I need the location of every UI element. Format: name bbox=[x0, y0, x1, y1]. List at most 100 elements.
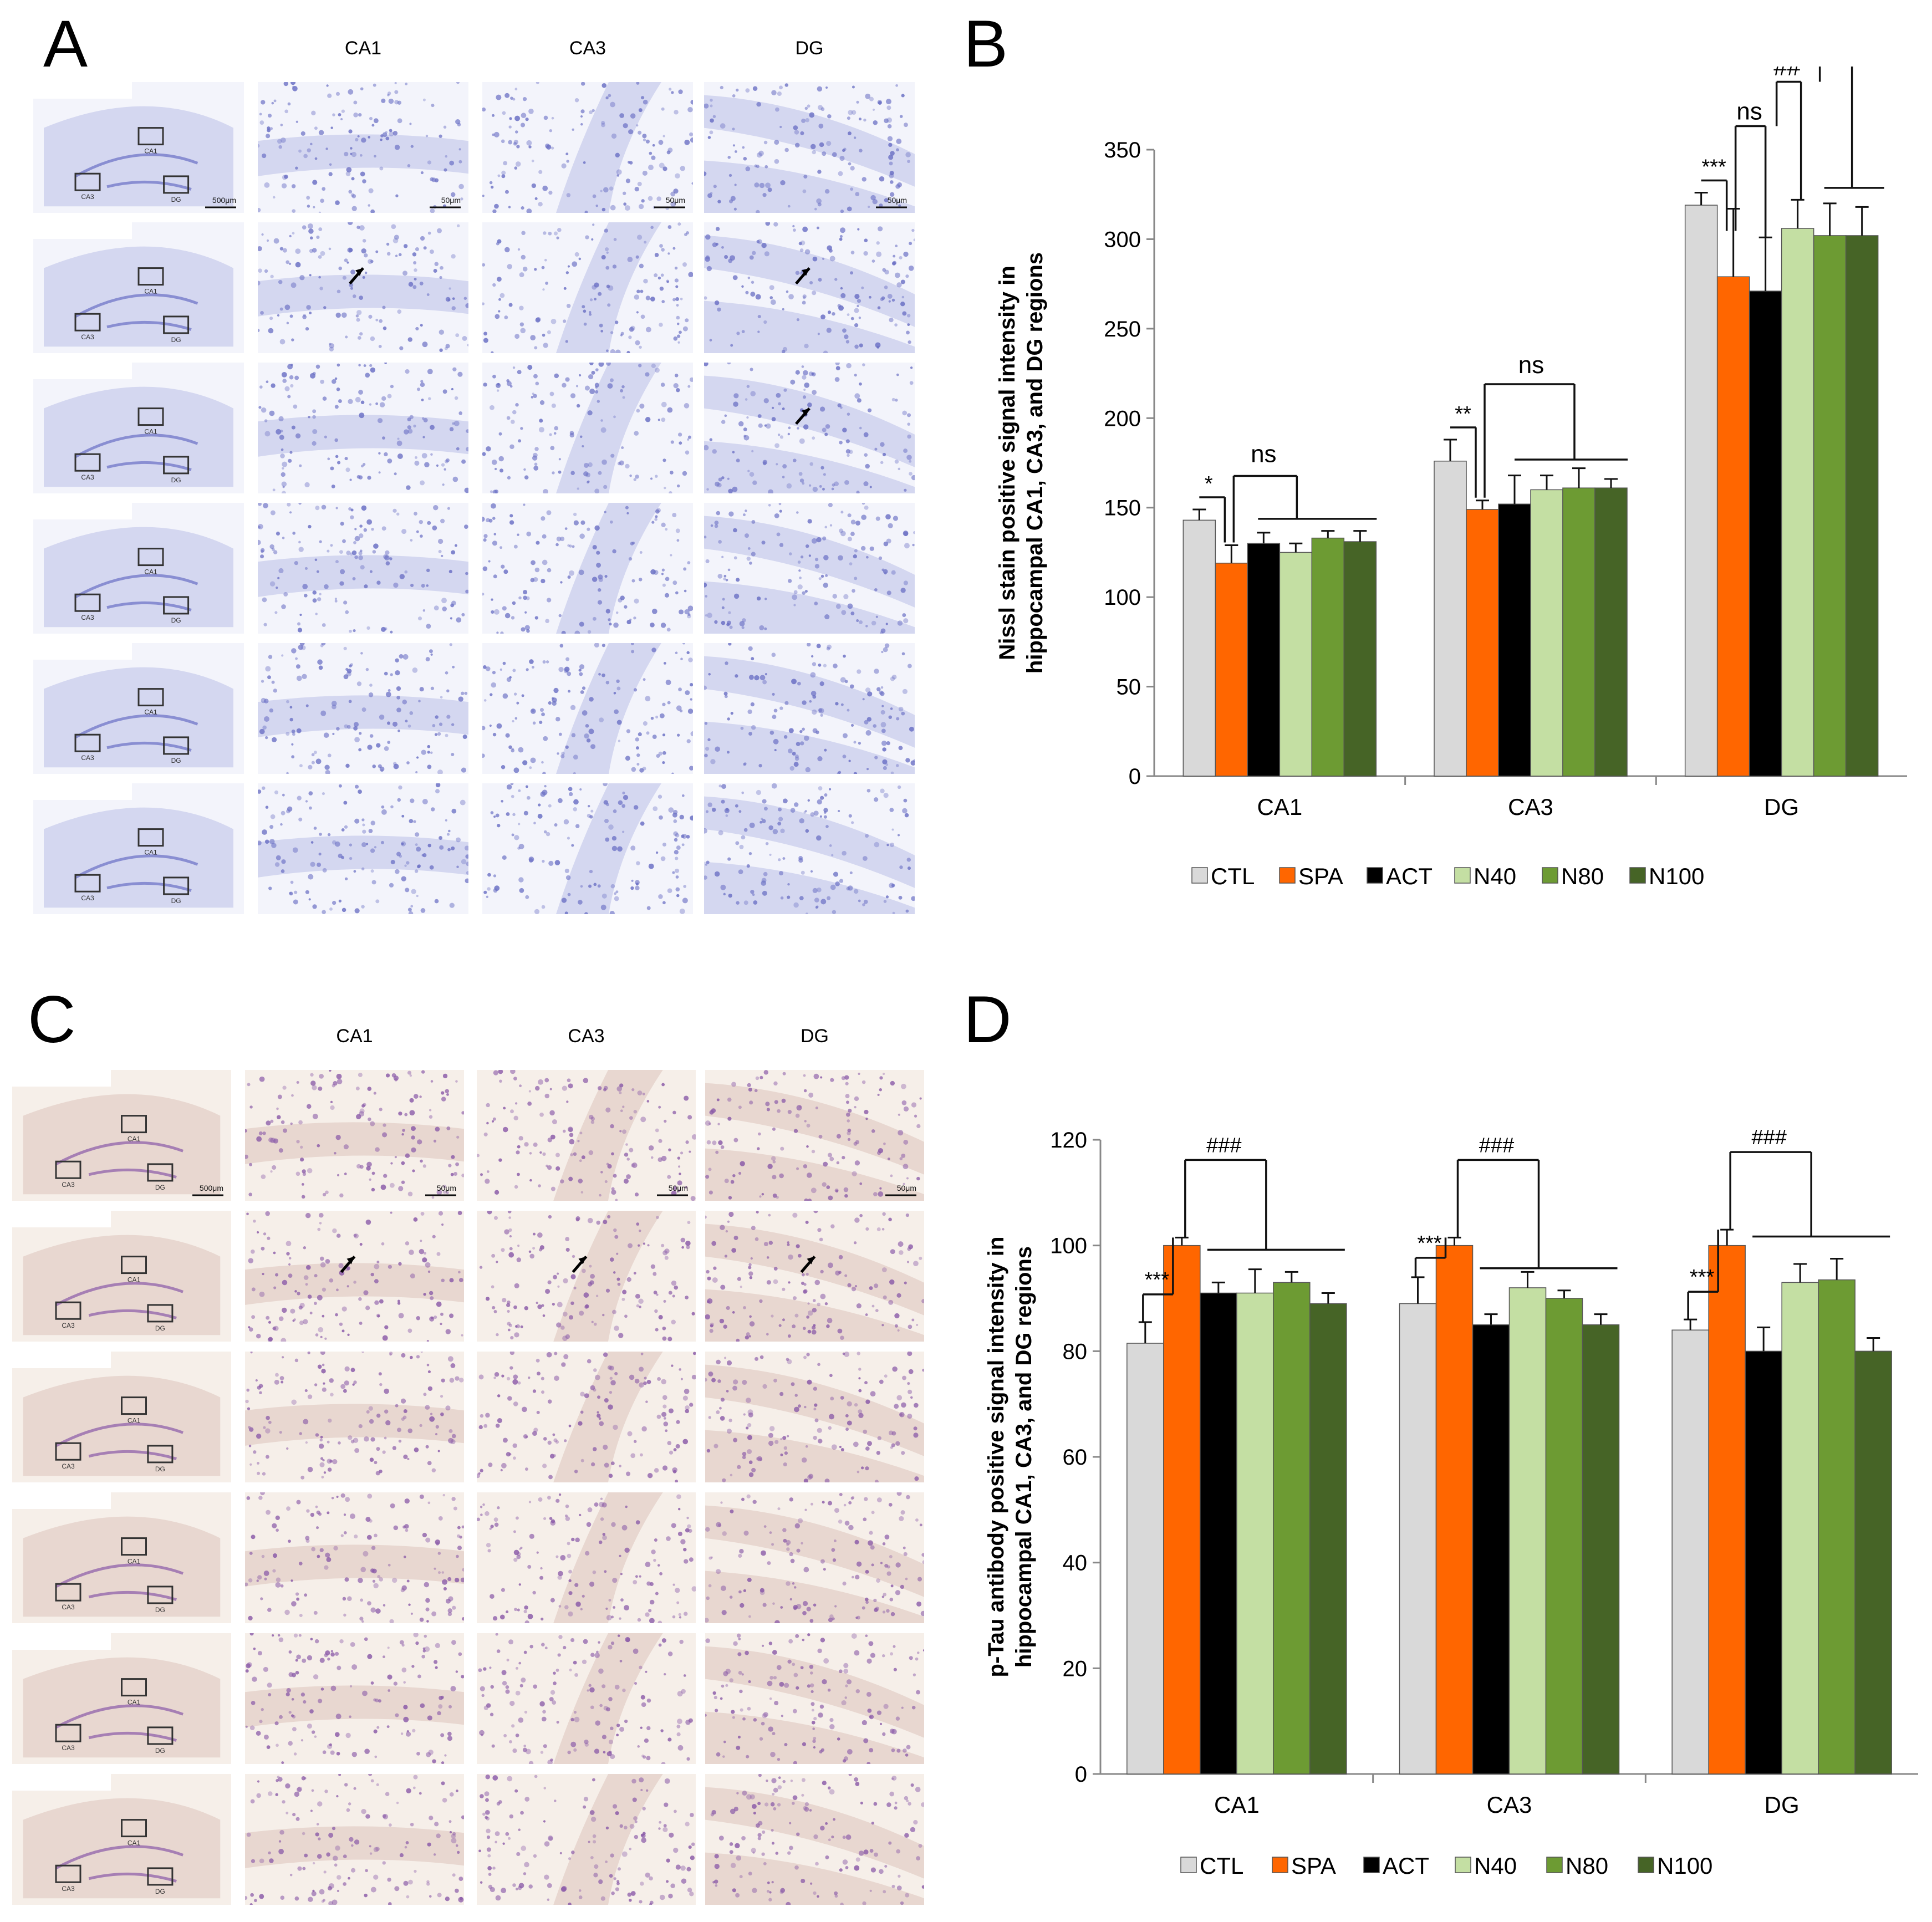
y-axis-label: Nissl stain positive signal intensity in bbox=[995, 266, 1019, 660]
svg-text:CA1: CA1 bbox=[128, 1558, 141, 1566]
micrograph-n80-dg bbox=[704, 643, 915, 774]
micrograph-ctl-ca1: 50μm bbox=[245, 1070, 464, 1201]
legend-swatch-ctl bbox=[1180, 1857, 1197, 1873]
legend-label-act: ACT bbox=[1386, 863, 1433, 889]
panel-label-d: D bbox=[964, 982, 1012, 1057]
column-header-dg: DG bbox=[801, 1026, 829, 1047]
bar-act-dg bbox=[1749, 290, 1782, 777]
x-tick-label-ca1: CA1 bbox=[1214, 1792, 1260, 1818]
micrograph-act-ca3 bbox=[477, 1352, 696, 1482]
micrograph-spa-ca3 bbox=[482, 222, 693, 353]
significance-label: *** bbox=[1701, 155, 1726, 179]
svg-text:50μm: 50μm bbox=[441, 196, 461, 205]
column-header-dg: DG bbox=[795, 38, 824, 59]
row-label-ctl bbox=[12, 1070, 111, 1087]
micrograph-n40-overview: CA1 CA3 DG bbox=[12, 1492, 231, 1623]
svg-text:50μm: 50μm bbox=[888, 196, 907, 205]
legend-swatch-n40 bbox=[1455, 1857, 1471, 1873]
micrograph-act-overview: CA1 CA3 DG bbox=[12, 1352, 231, 1482]
row-label-n80 bbox=[12, 1633, 111, 1650]
svg-text:CA1: CA1 bbox=[144, 568, 157, 576]
svg-text:DG: DG bbox=[155, 1324, 165, 1332]
micrograph-spa-dg bbox=[705, 1211, 924, 1342]
legend-swatch-n80 bbox=[1542, 867, 1558, 884]
bar-ctl-dg bbox=[1671, 1329, 1709, 1775]
legend-label-spa: SPA bbox=[1291, 1853, 1336, 1879]
bar-ctl-ca1 bbox=[1126, 1343, 1164, 1775]
svg-text:DG: DG bbox=[155, 1606, 165, 1614]
svg-text:CA3: CA3 bbox=[62, 1322, 75, 1329]
legend-swatch-act bbox=[1367, 867, 1383, 884]
svg-text:CA3: CA3 bbox=[62, 1603, 75, 1611]
panel-label-b: B bbox=[964, 7, 1008, 81]
micrograph-ctl-overview: CA1 CA3 DG 500μm bbox=[12, 1070, 231, 1201]
bar-ctl-ca1 bbox=[1182, 519, 1216, 777]
svg-text:CA1: CA1 bbox=[128, 1276, 141, 1284]
micrograph-n100-ca1 bbox=[245, 1774, 464, 1905]
bar-n100-ca1 bbox=[1309, 1303, 1347, 1775]
micrograph-n100-overview: CA1 CA3 DG bbox=[12, 1774, 231, 1905]
micrograph-n80-ca3 bbox=[477, 1633, 696, 1764]
y-tick-label: 350 bbox=[1104, 138, 1141, 162]
micrograph-ctl-ca1: 50μm bbox=[258, 82, 468, 213]
bar-n40-ca3 bbox=[1508, 1287, 1547, 1775]
svg-text:DG: DG bbox=[171, 476, 181, 484]
micrograph-n100-ca3 bbox=[482, 783, 693, 914]
legend-swatch-ctl bbox=[1191, 867, 1208, 884]
svg-text:DG: DG bbox=[155, 1184, 165, 1191]
micrograph-act-ca3 bbox=[482, 363, 693, 493]
micrograph-act-overview: CA1 CA3 DG bbox=[33, 363, 244, 493]
micrograph-n100-ca3 bbox=[477, 1774, 696, 1905]
significance-label: ### bbox=[1751, 1126, 1786, 1149]
svg-text:CA1: CA1 bbox=[144, 849, 157, 857]
y-tick-label: 120 bbox=[1050, 1128, 1087, 1153]
y-tick-label: 50 bbox=[1117, 675, 1141, 700]
micrograph-act-ca1 bbox=[258, 363, 468, 493]
bar-n40-ca3 bbox=[1530, 489, 1563, 777]
chart-d-ptau: 0 20 40 60 80 100 120 p-Tau antibody positive s… bbox=[984, 1126, 1918, 1879]
svg-text:CA3: CA3 bbox=[81, 614, 94, 621]
micrograph-n80-overview: CA1 CA3 DG bbox=[12, 1633, 231, 1764]
y-tick-label: 20 bbox=[1063, 1656, 1088, 1681]
bar-n80-ca1 bbox=[1273, 1282, 1311, 1775]
row-label-ctl bbox=[33, 82, 132, 99]
significance-label: * bbox=[1205, 472, 1213, 496]
legend-label-ctl: CTL bbox=[1200, 1853, 1243, 1879]
significance-label: ns bbox=[1736, 98, 1762, 125]
micrograph-n100-ca1 bbox=[258, 783, 468, 914]
legend-label-n40: N40 bbox=[1474, 1853, 1517, 1879]
svg-text:DG: DG bbox=[155, 1465, 165, 1473]
bar-act-ca3 bbox=[1498, 503, 1531, 777]
bar-spa-ca1 bbox=[1215, 563, 1248, 777]
micrograph-spa-ca3 bbox=[477, 1211, 696, 1342]
svg-text:CA1: CA1 bbox=[128, 1699, 141, 1706]
svg-text:CA1: CA1 bbox=[128, 1135, 141, 1143]
x-tick-label-dg: DG bbox=[1764, 794, 1799, 820]
legend-swatch-spa bbox=[1279, 867, 1296, 884]
x-tick-label-dg: DG bbox=[1765, 1792, 1800, 1818]
micrograph-n100-dg bbox=[705, 1774, 924, 1905]
legend-swatch-spa bbox=[1272, 1857, 1288, 1873]
x-tick-label-ca3: CA3 bbox=[1487, 1792, 1532, 1818]
svg-text:DG: DG bbox=[171, 196, 181, 203]
bar-act-ca3 bbox=[1472, 1324, 1510, 1775]
row-label-n80 bbox=[33, 643, 132, 660]
legend-swatch-n100 bbox=[1638, 1857, 1654, 1873]
legend-swatch-n100 bbox=[1629, 867, 1646, 884]
bar-n40-dg bbox=[1781, 1282, 1819, 1775]
significance-label: *** bbox=[1417, 1232, 1442, 1255]
micrograph-act-ca1 bbox=[245, 1352, 464, 1482]
svg-text:50μm: 50μm bbox=[897, 1184, 916, 1192]
micrograph-n40-overview: CA1 CA3 DG bbox=[33, 503, 244, 634]
significance-label: ns bbox=[1251, 441, 1276, 468]
svg-text:CA3: CA3 bbox=[81, 333, 94, 341]
bar-spa-ca3 bbox=[1435, 1245, 1474, 1775]
micrograph-n80-ca1 bbox=[245, 1633, 464, 1764]
svg-text:CA3: CA3 bbox=[81, 473, 94, 481]
significance-label: ns bbox=[1518, 351, 1544, 379]
micrograph-n80-dg bbox=[705, 1633, 924, 1764]
significance-label: ** bbox=[1455, 402, 1471, 426]
svg-text:DG: DG bbox=[171, 897, 181, 905]
legend-label-ctl: CTL bbox=[1211, 863, 1255, 889]
micrograph-n40-dg bbox=[705, 1492, 924, 1623]
